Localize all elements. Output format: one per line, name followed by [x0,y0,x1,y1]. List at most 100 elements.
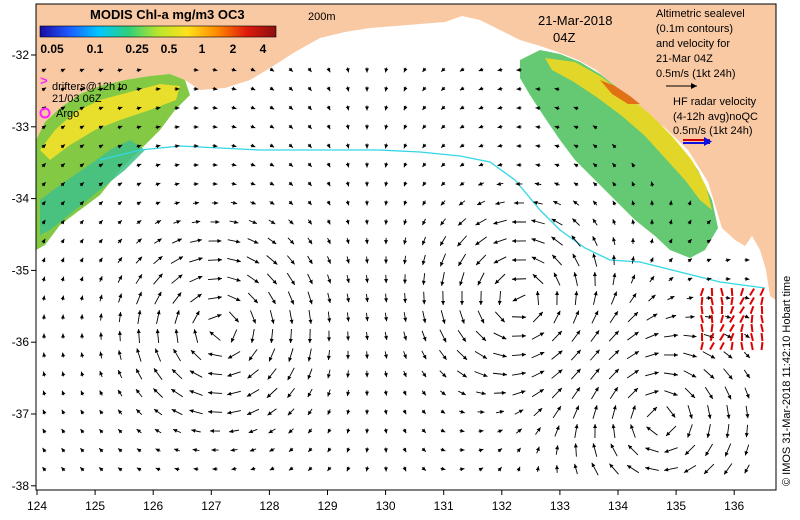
velocity-arrow [326,349,331,361]
velocity-arrow [512,390,526,396]
velocity-arrow [155,448,161,453]
velocity-arrow [231,105,237,110]
hf-radar-arrow [739,306,745,314]
velocity-arrow [193,105,199,110]
velocity-arrow [514,409,524,415]
velocity-arrow [402,409,407,415]
hf-radar-arrow [760,341,764,351]
hf-radar-arrow [700,296,704,306]
velocity-arrow [592,271,597,287]
velocity-arrow [246,274,260,284]
velocity-arrow [211,448,219,453]
altimetry-scale-arrow [666,83,697,89]
velocity-arrow [402,466,407,472]
colorbar-tick-label: 2 [230,42,237,56]
velocity-arrow [477,181,485,186]
velocity-arrow [724,386,732,400]
velocity-arrow [327,256,331,264]
velocity-arrow [135,256,143,264]
velocity-arrow [41,87,47,92]
velocity-arrow [422,291,427,305]
velocity-arrow [403,312,408,322]
velocity-arrow [327,466,332,472]
velocity-arrow [571,386,581,400]
velocity-arrow [705,443,713,457]
velocity-arrow [307,328,312,344]
hf-radar-arrow [699,287,705,297]
hf-radar-arrow [729,315,735,323]
velocity-arrow [535,87,541,92]
velocity-arrow [457,253,467,267]
velocity-arrow [744,424,749,438]
velocity-arrow [421,350,427,360]
velocity-arrow [80,390,85,396]
velocity-arrow [744,258,750,263]
velocity-arrow [403,293,408,303]
velocity-arrow [440,272,445,286]
velocity-arrow [193,163,199,168]
velocity-arrow [60,276,65,282]
velocity-arrow [136,87,142,92]
velocity-arrow [117,125,123,130]
velocity-arrow [98,163,104,168]
velocity-arrow [117,256,123,264]
velocity-arrow [266,273,278,285]
velocity-arrow [403,143,408,149]
velocity-arrow [440,105,446,110]
velocity-arrow [60,238,65,244]
velocity-arrow [118,293,123,303]
velocity-arrow [307,219,313,225]
velocity-arrow [208,314,222,320]
velocity-arrow [515,181,523,186]
velocity-arrow [475,254,487,266]
hf-radar-arrow [740,341,744,351]
velocity-arrow [79,219,84,225]
velocity-arrow [193,124,199,129]
velocity-arrow [365,409,370,415]
hf-radar-arrow [710,305,714,315]
x-axis-ticks: 124 125 126 127 128 129 130 131 132 133 134 135 136 [27,490,745,513]
hf-radar-scale-arrow [683,137,712,146]
velocity-arrow [440,447,446,452]
velocity-arrow [516,86,522,91]
velocity-arrow [611,405,617,419]
velocity-arrow [592,236,598,246]
velocity-arrow [248,219,258,225]
velocity-arrow [98,125,104,130]
velocity-arrow [207,409,223,414]
velocity-arrow [553,272,561,286]
velocity-arrow [174,310,180,324]
velocity-arrow [744,295,750,300]
velocity-arrow [664,390,678,396]
hf-radar-arrow [749,288,755,296]
velocity-arrow [326,105,331,111]
velocity-arrow [631,219,636,225]
velocity-arrow [439,253,447,267]
velocity-arrow [744,333,750,339]
velocity-arrow [345,86,350,92]
velocity-arrow [269,162,275,167]
velocity-arrow [250,162,256,167]
velocity-arrow [706,277,712,282]
velocity-arrow [478,143,484,148]
velocity-arrow [403,237,408,245]
velocity-arrow [552,405,562,419]
velocity-arrow [402,447,407,453]
velocity-arrow [80,333,85,339]
velocity-arrow [288,328,293,344]
velocity-arrow [365,331,369,341]
velocity-arrow [79,314,84,320]
hf-radar-arrow [729,305,735,315]
altimetry-line1: Altimetric sealevel [656,8,745,20]
velocity-arrow [135,368,143,380]
velocity-arrow [439,370,447,378]
velocity-arrow [269,124,275,129]
velocity-arrow [592,405,598,419]
velocity-arrow [61,409,66,415]
velocity-arrow [551,369,563,379]
hf-radar-arrow [759,287,765,297]
credit-label: © IMOS 31-Mar-2018 11:42:10 Hobart time [781,276,793,486]
velocity-arrow [745,405,750,419]
velocity-arrow [60,163,66,168]
velocity-arrow [227,371,241,377]
